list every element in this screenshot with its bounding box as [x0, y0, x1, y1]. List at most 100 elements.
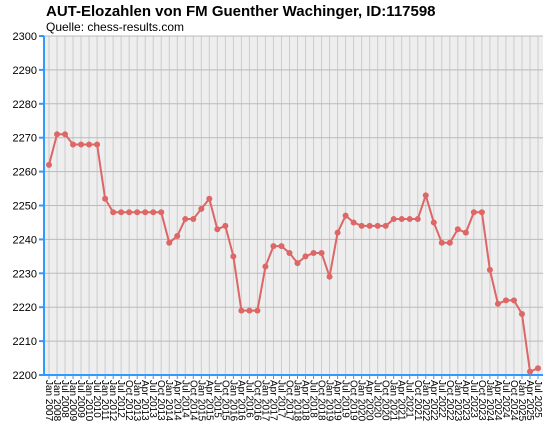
- data-point: [150, 209, 157, 216]
- x-tick-label: Oct 2015: [219, 380, 230, 421]
- y-tick-label: 2200: [13, 370, 37, 382]
- x-tick-label: Oct 2018: [316, 380, 327, 421]
- x-tick-label: Jan 2010: [83, 380, 94, 422]
- data-point: [454, 226, 461, 233]
- x-tick-label: Jan 2018: [292, 380, 303, 422]
- x-tick-label: Jan 2009: [67, 380, 78, 422]
- x-tick-label: Jan 2025: [516, 380, 527, 422]
- data-point: [230, 253, 237, 260]
- data-point: [302, 253, 309, 260]
- data-point: [510, 297, 517, 304]
- x-tick-label: Jan 2016: [227, 380, 238, 422]
- data-point: [110, 209, 117, 216]
- y-tick-label: 2220: [13, 302, 37, 314]
- x-tick-label: Jul 2023: [468, 380, 479, 418]
- x-tick-label: Jan 2024: [484, 380, 495, 422]
- x-tick-label: Jan 2015: [195, 380, 206, 422]
- data-point: [406, 216, 413, 223]
- data-point: [294, 260, 301, 267]
- data-point: [422, 192, 429, 199]
- data-point: [462, 229, 469, 236]
- data-point: [126, 209, 133, 216]
- x-tick-label: Apr 2014: [171, 380, 182, 421]
- data-point: [254, 307, 261, 314]
- x-tick-label: Jul 2022: [436, 380, 447, 418]
- data-point: [342, 212, 349, 219]
- x-tick-label: Apr 2020: [364, 380, 375, 421]
- y-tick-label: 2250: [13, 201, 37, 213]
- x-tick-label: Apr 2025: [524, 380, 535, 421]
- x-tick-label: Apr 2024: [492, 380, 503, 421]
- x-tick-label: Oct 2024: [508, 380, 519, 421]
- data-point: [518, 310, 525, 317]
- x-tick-label: Jan 2021: [388, 380, 399, 422]
- y-tick-label: 2280: [13, 99, 37, 111]
- data-point: [278, 243, 285, 250]
- x-tick-label: Apr 2013: [139, 380, 150, 421]
- y-tick-label: 2240: [13, 234, 37, 246]
- y-tick-label: 2260: [13, 167, 37, 179]
- data-point: [134, 209, 141, 216]
- x-tick-label: Jan 2017: [259, 380, 270, 422]
- data-point: [438, 239, 445, 246]
- data-point: [86, 141, 93, 148]
- x-tick-label: Jan 2013: [131, 380, 142, 422]
- x-tick-label: Jul 2019: [340, 380, 351, 418]
- data-point: [326, 273, 333, 280]
- x-tick-label: Jul 2012: [115, 380, 126, 418]
- data-point: [190, 216, 197, 223]
- x-tick-label: Oct 2013: [155, 380, 166, 421]
- data-point: [494, 300, 501, 307]
- data-point: [430, 219, 437, 226]
- data-point: [366, 222, 373, 229]
- data-point: [78, 141, 85, 148]
- y-tick-label: 2270: [13, 133, 37, 145]
- x-tick-label: Jan 2011: [99, 380, 110, 421]
- x-tick-label: Apr 2021: [396, 380, 407, 421]
- x-tick-label: Jul 2025: [532, 380, 543, 418]
- data-point: [446, 239, 453, 246]
- x-tick-label: Jul 2024: [500, 380, 511, 418]
- x-tick-label: Jan 2020: [356, 380, 367, 422]
- data-point: [382, 222, 389, 229]
- data-point: [502, 297, 509, 304]
- data-point: [214, 226, 221, 233]
- data-point: [318, 249, 325, 256]
- data-point: [174, 233, 181, 240]
- data-point: [94, 141, 101, 148]
- x-tick-label: Jul 2014: [179, 380, 190, 418]
- x-tick-label: Jul 2020: [372, 380, 383, 418]
- data-point: [54, 131, 61, 138]
- data-point: [118, 209, 125, 216]
- x-tick-label: Jul 2015: [211, 380, 222, 418]
- data-point: [70, 141, 77, 148]
- x-tick-label: Oct 2012: [123, 380, 134, 421]
- chart-title: AUT-Elozahlen von FM Guenther Wachinger,…: [46, 3, 436, 20]
- data-point: [206, 195, 213, 202]
- data-point: [246, 307, 253, 314]
- x-tick-label: Oct 2016: [251, 380, 262, 421]
- x-tick-label: Jul 2010: [91, 380, 102, 418]
- x-tick-label: Oct 2023: [476, 380, 487, 421]
- data-point: [62, 131, 69, 138]
- y-tick-label: 2210: [13, 336, 37, 348]
- data-point: [46, 161, 52, 168]
- x-tick-label: Apr 2018: [300, 380, 311, 421]
- x-tick-label: Oct 2014: [187, 380, 198, 421]
- x-tick-label: Apr 2023: [460, 380, 471, 421]
- x-tick-label: Oct 2019: [348, 380, 359, 421]
- x-tick-label: Jul 2008: [59, 380, 70, 418]
- x-tick-label: Jul 2016: [243, 380, 254, 418]
- data-point: [535, 365, 541, 372]
- data-point: [526, 368, 533, 375]
- data-point: [102, 195, 109, 202]
- x-tick-label: Oct 2022: [444, 380, 455, 421]
- x-tick-label: Jan 2014: [163, 380, 174, 422]
- data-point: [142, 209, 149, 216]
- data-point: [358, 222, 365, 229]
- chart-subtitle: Quelle: chess-results.com: [46, 20, 184, 34]
- x-tick-label: Jan 2023: [452, 380, 463, 422]
- x-tick-label: Oct 2021: [412, 380, 423, 421]
- data-point: [310, 249, 317, 256]
- x-tick-label: Apr 2015: [203, 380, 214, 421]
